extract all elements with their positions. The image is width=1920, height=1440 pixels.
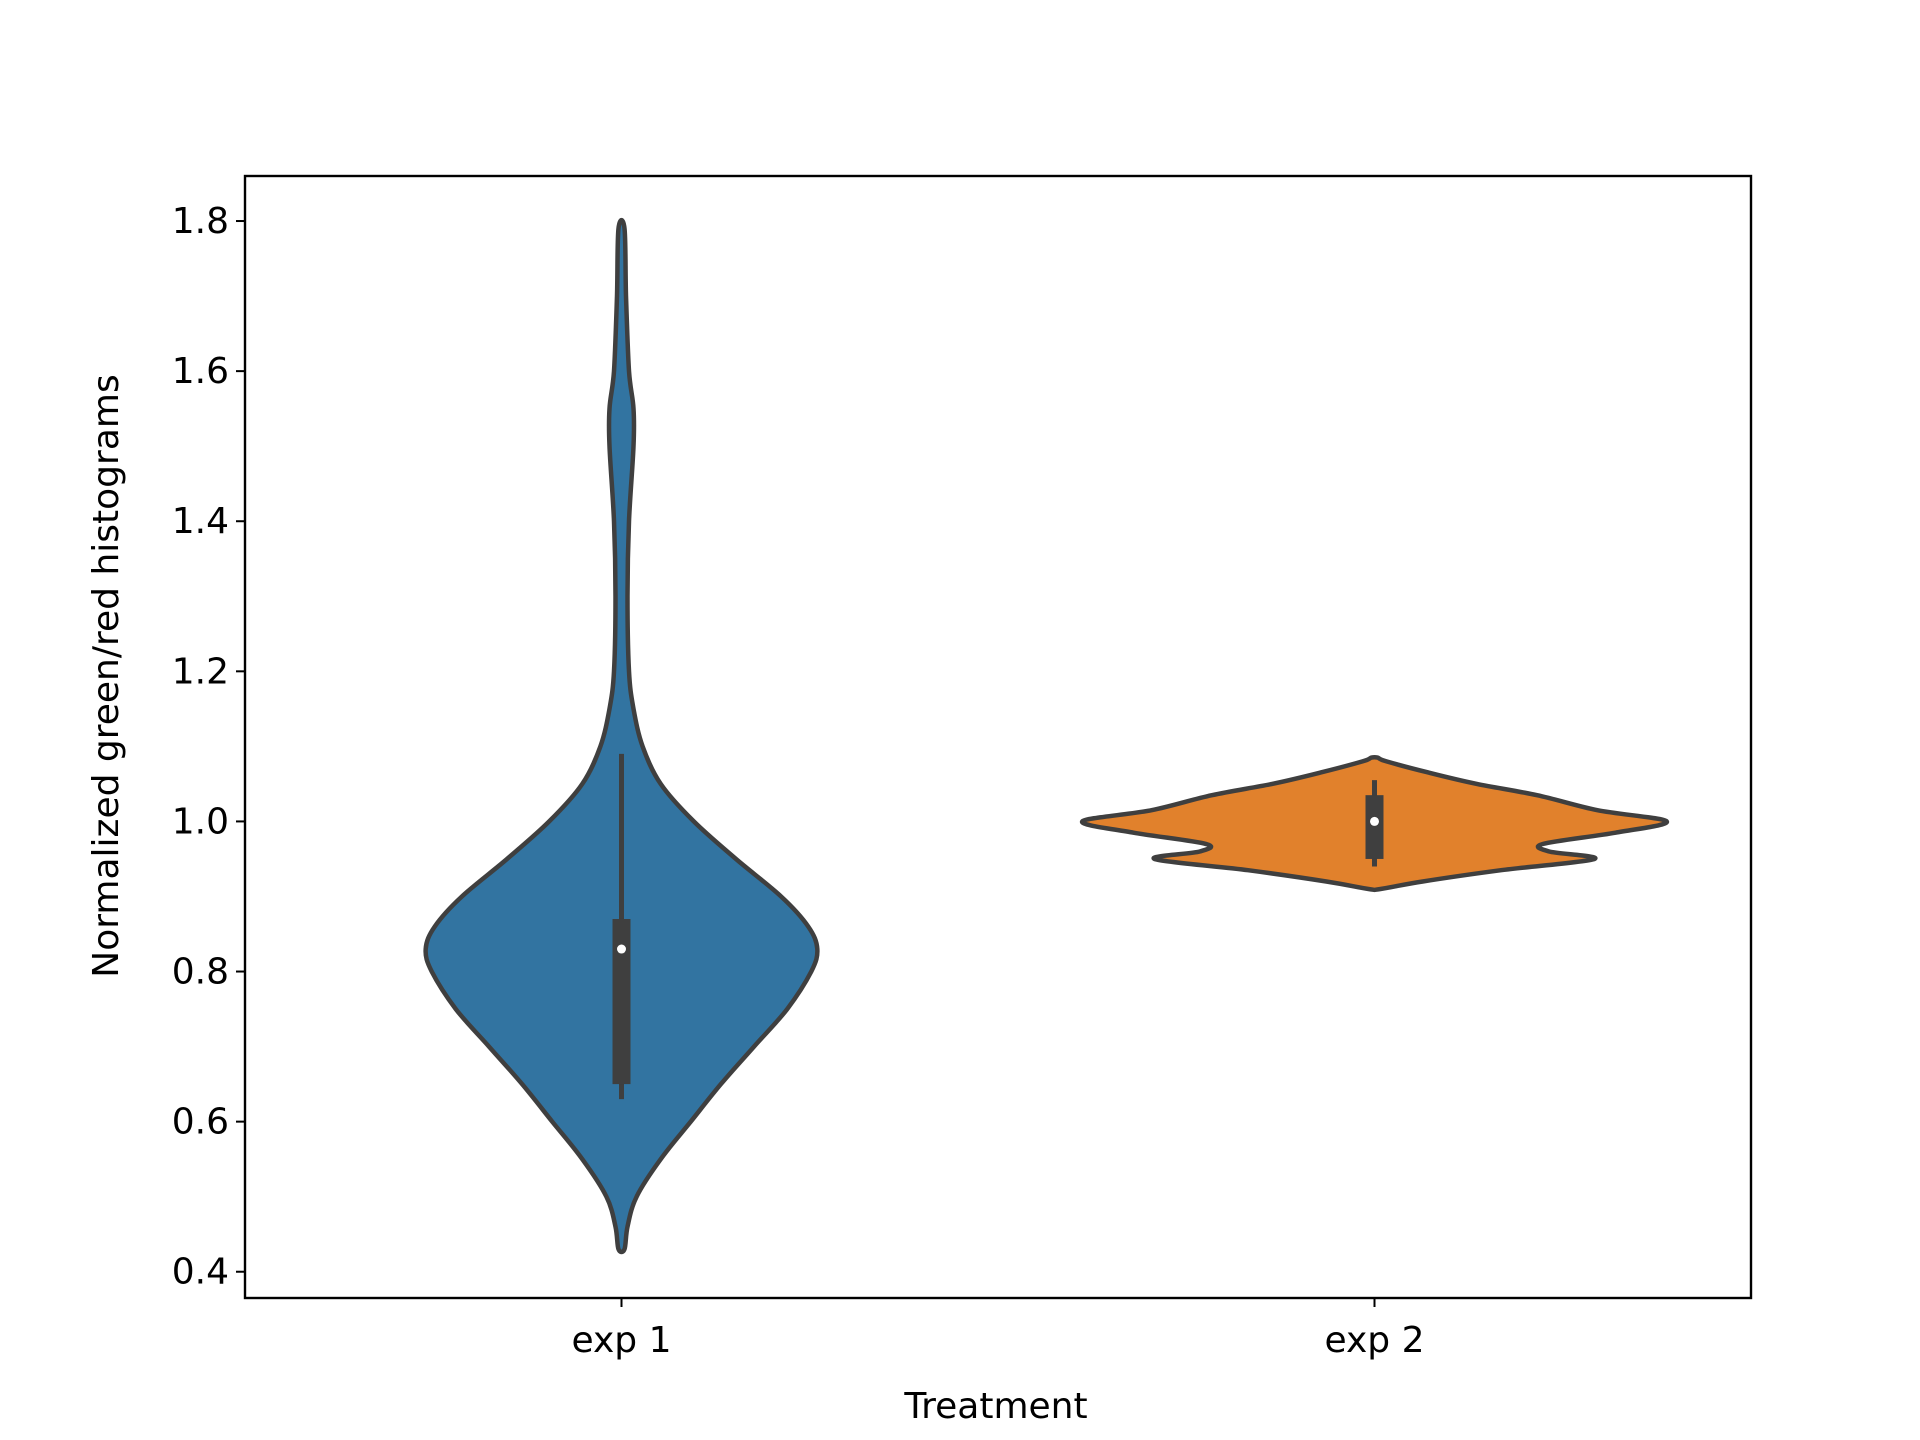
x-tick-label: exp 1 (571, 1320, 671, 1361)
plot-frame (243, 174, 1753, 1300)
y-tick-label: 0.6 (172, 1102, 229, 1143)
median-point-exp-1 (617, 944, 626, 954)
y-tick-label: 1.0 (172, 801, 229, 842)
y-tick-label: 1.8 (172, 201, 229, 242)
iqr-box-exp-2 (1365, 795, 1384, 859)
violin-exp-1 (423, 217, 820, 1255)
iqr-box-exp-1 (612, 918, 631, 1085)
median-point-exp-2 (1370, 816, 1379, 826)
y-tick-label: 1.2 (172, 651, 229, 692)
x-tick-label: exp 2 (1324, 1320, 1424, 1361)
violins-layer (423, 217, 1669, 1255)
y-tick-label: 1.4 (172, 501, 229, 542)
y-tick-label: 1.6 (172, 351, 229, 392)
y-tick-label: 0.8 (172, 952, 229, 993)
x-axis: exp 1 exp 2 (571, 1298, 1425, 1361)
y-axis-title: Normalized green/red histograms (86, 374, 127, 977)
y-axis: 0.4 0.6 0.8 1.0 1.2 1.4 1.6 1.8 (172, 201, 245, 1293)
y-tick-label: 0.4 (172, 1252, 229, 1293)
x-axis-title: Treatment (903, 1386, 1087, 1427)
